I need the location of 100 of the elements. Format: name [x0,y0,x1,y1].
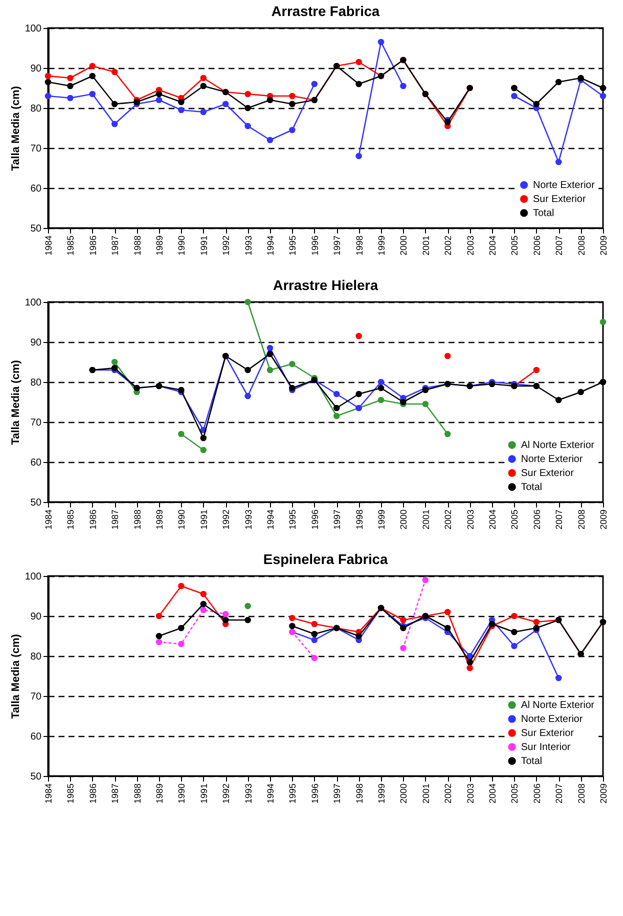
point [244,616,251,624]
x-tick-label: 2009 [598,236,608,256]
point [200,82,207,90]
y-axis-title: Talla Media (cm) [10,634,22,719]
point [356,632,362,640]
x-tick-label: 1991 [198,784,209,804]
point [156,90,162,98]
x-tick-label: 1990 [176,236,187,256]
x-tick-label: 1996 [310,236,320,256]
x-tick-label: 1993 [243,236,254,256]
y-tick-label: 100 [24,24,42,34]
legend-label: Al Norte Exterior [521,440,596,451]
point [266,344,274,352]
chart-title: Arrastre Hielera [272,277,378,293]
point [600,92,606,100]
x-tick-label: 1991 [198,236,209,256]
point [178,582,184,590]
y-tick-label: 60 [30,732,42,742]
x-tick-label: 1994 [266,236,276,256]
x-tick-label: 2009 [598,510,608,530]
point [533,618,540,626]
point [244,366,251,374]
point [266,136,274,144]
legend-label: Al Norte Exterior [521,700,596,711]
x-tick-label: 1995 [288,784,298,804]
x-tick-label: 1986 [88,784,98,804]
point [266,366,274,374]
x-tick-label: 2008 [576,510,586,530]
point [67,82,74,90]
point [289,126,296,134]
point [156,96,162,104]
point [44,72,52,80]
x-tick-label: 2000 [398,510,409,530]
x-tick-label: 1997 [332,784,342,804]
point [400,616,406,624]
x-tick-label: 1995 [288,510,298,530]
x-tick-label: 1985 [66,784,76,804]
point [578,388,584,396]
legend-label: Norte Exterior [521,714,584,725]
point [333,390,340,398]
x-tick-label: 1984 [44,236,54,256]
point [67,74,74,82]
point [200,446,207,454]
x-tick-label: 2006 [532,236,542,256]
x-tick-label: 2004 [488,510,498,530]
y-tick-label: 50 [30,772,42,782]
point [378,378,384,386]
y-tick-label: 50 [30,224,42,234]
x-tick-label: 1987 [110,236,120,256]
x-tick-label: 1998 [354,510,364,530]
point [244,90,251,98]
point [200,74,207,82]
x-tick-label: 2004 [488,784,498,804]
legend-label: Total [533,208,554,219]
x-tick-label: 2001 [420,236,431,256]
point [200,108,207,116]
x-tick-label: 1995 [288,236,298,256]
x-tick-label: 1989 [154,510,164,530]
point [533,100,540,108]
point [555,78,562,86]
x-tick-label: 1986 [88,510,98,530]
point [555,396,562,404]
point [466,664,473,672]
x-tick-label: 2003 [465,510,476,530]
y-tick-label: 60 [30,184,42,194]
x-tick-label: 2003 [465,784,476,804]
point [356,390,362,398]
point [333,404,340,412]
x-tick-label: 1999 [376,784,386,804]
x-tick-label: 2001 [420,784,431,804]
x-tick-label: 2002 [443,236,454,256]
point [444,430,451,438]
point [178,106,184,114]
point [156,632,162,640]
point [222,616,229,624]
x-tick-label: 1989 [154,236,164,256]
x-tick-label: 1994 [266,510,276,530]
x-tick-label: 1984 [44,784,54,804]
point [511,92,518,100]
point [400,644,406,652]
x-tick-label: 1987 [110,784,120,804]
point [600,318,606,326]
point [356,332,362,340]
legend-label: Sur Exterior [533,194,586,205]
point [44,78,52,86]
y-axis-title: Talla Media (cm) [10,360,22,445]
x-tick-label: 1984 [44,510,54,530]
point [200,600,207,608]
x-tick-label: 1999 [376,510,386,530]
point [266,96,274,104]
y-tick-label: 100 [24,298,42,308]
point [289,100,296,108]
x-tick-label: 1988 [132,510,142,530]
point [422,400,429,408]
x-tick-label: 1992 [221,784,232,804]
point [311,620,318,628]
point [333,412,340,420]
x-tick-label: 1994 [266,784,276,804]
x-tick-label: 1988 [132,784,142,804]
point [311,654,318,662]
